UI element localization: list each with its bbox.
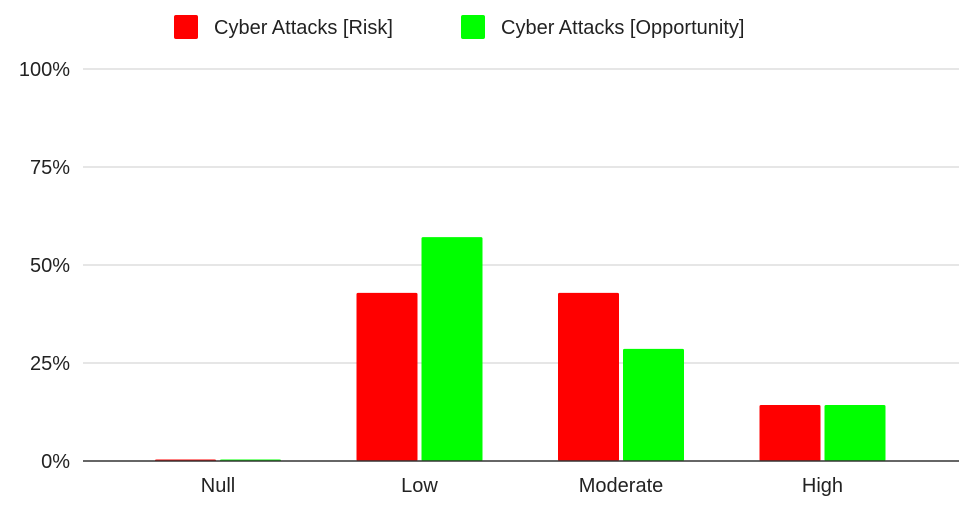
legend-swatch xyxy=(461,15,485,39)
bar-risk xyxy=(356,292,418,461)
x-axis: Null Low Moderate High xyxy=(201,475,843,497)
gridlines xyxy=(83,68,959,364)
y-tick-label: 50% xyxy=(30,255,70,277)
bar-risk xyxy=(558,292,619,461)
x-tick-label: High xyxy=(802,475,843,497)
legend-label: Cyber Attacks [Risk] xyxy=(214,17,393,39)
bar-opportunity xyxy=(824,404,886,461)
legend-label: Cyber Attacks [Opportunity] xyxy=(501,17,744,39)
x-tick-label: Null xyxy=(201,475,235,497)
legend-swatch xyxy=(174,15,198,39)
bar-opportunity xyxy=(421,237,483,461)
chart-legend: Cyber Attacks [Risk] Cyber Attacks [Oppor… xyxy=(174,15,744,39)
y-tick-label: 0% xyxy=(41,451,70,473)
bars xyxy=(155,237,886,461)
y-tick-label: 75% xyxy=(30,157,70,179)
y-tick-label: 100% xyxy=(19,59,70,81)
bar-risk xyxy=(759,404,821,461)
x-tick-label: Moderate xyxy=(579,475,664,497)
y-tick-label: 25% xyxy=(30,353,70,375)
bar-opportunity xyxy=(623,348,684,461)
x-tick-label: Low xyxy=(401,475,438,497)
y-axis: 0% 25% 50% 75% 100% xyxy=(19,59,70,473)
